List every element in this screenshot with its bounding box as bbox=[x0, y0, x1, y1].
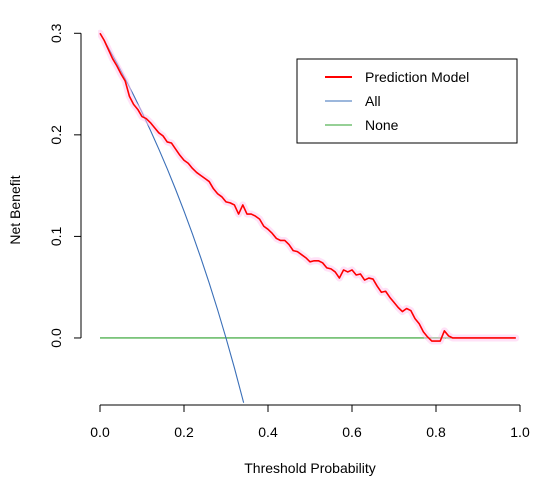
series-all-line bbox=[99, 33, 245, 403]
legend-label-all: All bbox=[365, 93, 381, 109]
x-tick-label: 0.6 bbox=[342, 424, 362, 440]
series-prediction-model-line bbox=[99, 32, 516, 342]
legend-label-prediction-model: Prediction Model bbox=[365, 69, 469, 85]
x-tick-label: 0.0 bbox=[90, 424, 110, 440]
x-tick-label: 0.4 bbox=[258, 424, 278, 440]
y-tick-label: 0.2 bbox=[48, 125, 64, 145]
y-tick-label: 0.3 bbox=[48, 23, 64, 43]
y-tick-label: 0.1 bbox=[48, 226, 64, 246]
y-axis-title: Net Benefit bbox=[7, 175, 23, 244]
axes: 0.0 0.2 0.4 0.6 0.8 1.0 0.0 0.1 0.2 0.3 bbox=[48, 23, 530, 440]
series-group bbox=[98, 29, 520, 403]
legend: Prediction Model All None bbox=[296, 58, 518, 144]
x-tick-label: 0.8 bbox=[426, 424, 446, 440]
x-ticks: 0.0 0.2 0.4 0.6 0.8 1.0 bbox=[90, 405, 530, 440]
x-tick-label: 1.0 bbox=[510, 424, 530, 440]
y-tick-label: 0.0 bbox=[48, 328, 64, 348]
x-tick-label: 0.2 bbox=[174, 424, 194, 440]
legend-label-none: None bbox=[365, 117, 399, 133]
x-axis-title: Threshold Probability bbox=[244, 460, 376, 476]
y-ticks: 0.0 0.1 0.2 0.3 bbox=[48, 23, 81, 348]
